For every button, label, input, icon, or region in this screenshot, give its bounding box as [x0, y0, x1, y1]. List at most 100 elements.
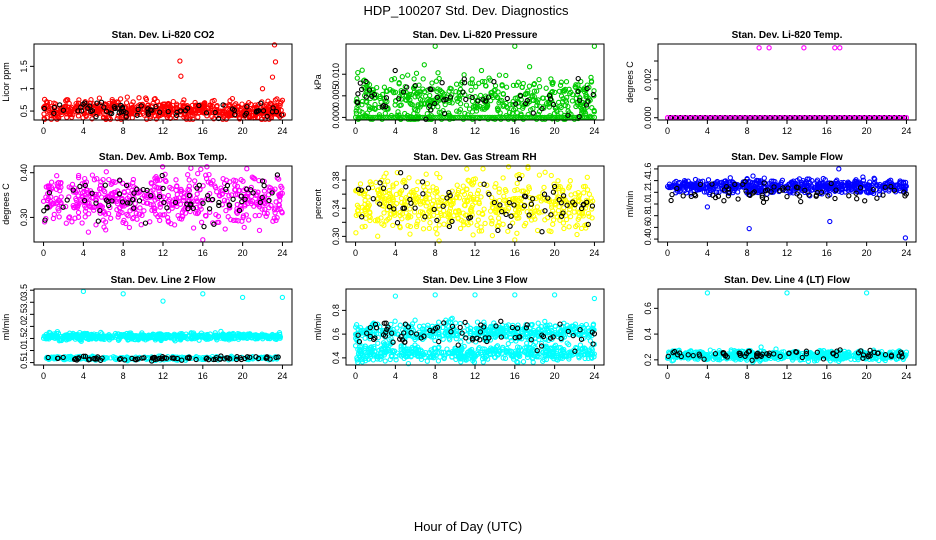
x-tick-label: 0 — [353, 126, 358, 136]
data-point — [89, 172, 96, 178]
data-point — [159, 164, 166, 170]
data-point — [363, 94, 369, 100]
y-tick-label: 3.5 — [19, 284, 29, 297]
data-point — [500, 175, 506, 181]
data-point — [220, 102, 226, 108]
x-tick-label: 16 — [510, 126, 520, 136]
data-point — [503, 100, 509, 107]
data-point — [461, 76, 467, 82]
data-point — [558, 93, 565, 99]
points — [353, 164, 596, 244]
data-point — [375, 233, 381, 239]
y-axis-label: ml/min — [313, 314, 323, 341]
data-point — [214, 189, 220, 195]
data-point — [81, 111, 87, 117]
data-point — [119, 105, 125, 111]
data-point — [355, 69, 361, 76]
data-point — [566, 224, 572, 230]
data-point — [510, 102, 516, 108]
data-point — [177, 58, 183, 64]
x-tick-label: 24 — [277, 126, 287, 136]
data-point — [436, 75, 442, 82]
x-tick-label: 4 — [81, 371, 86, 381]
data-point — [357, 108, 363, 114]
data-point — [526, 64, 533, 70]
data-point — [184, 105, 191, 111]
x-tick-label: 12 — [158, 371, 168, 381]
data-point — [480, 97, 486, 103]
data-point — [210, 220, 216, 226]
data-point — [564, 94, 570, 101]
x-tick-label: 24 — [901, 248, 911, 258]
data-point — [427, 92, 433, 99]
data-point — [436, 222, 442, 228]
data-point — [468, 87, 474, 93]
data-point — [862, 198, 868, 204]
data-point — [230, 196, 236, 202]
data-point — [123, 100, 130, 106]
data-point — [87, 100, 93, 106]
data-point — [239, 294, 246, 301]
data-point — [209, 109, 215, 116]
data-point — [372, 106, 378, 112]
data-point — [469, 109, 476, 115]
data-point — [63, 220, 69, 226]
data-point — [87, 103, 93, 109]
data-point — [531, 88, 538, 94]
data-point — [562, 102, 568, 109]
data-point — [211, 116, 217, 122]
data-point — [70, 112, 76, 118]
data-point — [469, 94, 475, 101]
data-point — [363, 78, 369, 85]
data-point — [379, 91, 386, 98]
y-tick-label: 1.0 — [643, 198, 653, 211]
data-point — [106, 100, 112, 107]
data-point — [514, 230, 520, 236]
data-point — [140, 110, 146, 116]
data-point — [428, 86, 434, 93]
data-point — [392, 67, 398, 74]
data-point — [503, 84, 510, 90]
x-tick-label: 16 — [198, 126, 208, 136]
data-point — [513, 101, 519, 107]
data-point — [260, 108, 267, 114]
data-point — [188, 113, 194, 120]
data-point — [58, 194, 64, 200]
x-tick-label: 8 — [745, 248, 750, 258]
data-point — [837, 45, 843, 51]
x-tick-label: 8 — [121, 126, 126, 136]
data-point — [476, 80, 482, 86]
data-point — [560, 220, 567, 226]
data-point — [565, 112, 571, 118]
data-point — [385, 178, 391, 184]
data-point — [359, 102, 365, 108]
data-point — [512, 237, 518, 243]
data-point — [66, 104, 72, 110]
data-point — [499, 82, 505, 88]
data-point — [76, 97, 82, 103]
y-axis-label: ml/min — [1, 314, 11, 341]
data-point — [215, 115, 222, 122]
data-point — [727, 175, 733, 181]
data-point — [244, 104, 250, 110]
data-point — [379, 104, 385, 110]
data-point — [147, 219, 153, 225]
data-point — [264, 113, 270, 120]
y-tick-label: 2.0 — [19, 320, 29, 333]
panel-4: Stan. Dev. Amb. Box Temp.degrees C0 4 8 12 1… — [1, 152, 293, 258]
data-point — [397, 102, 403, 109]
data-point — [258, 100, 264, 106]
data-point — [542, 169, 548, 175]
data-point — [392, 318, 398, 324]
data-point — [412, 82, 418, 89]
y-tick-label: 0.010 — [331, 63, 341, 86]
data-point — [505, 164, 512, 170]
data-point — [536, 108, 543, 115]
data-point — [89, 108, 96, 114]
data-point — [756, 45, 762, 51]
data-point — [279, 294, 286, 301]
data-point — [75, 113, 82, 119]
data-point — [558, 79, 564, 85]
data-point — [207, 102, 213, 108]
data-point — [54, 173, 60, 179]
